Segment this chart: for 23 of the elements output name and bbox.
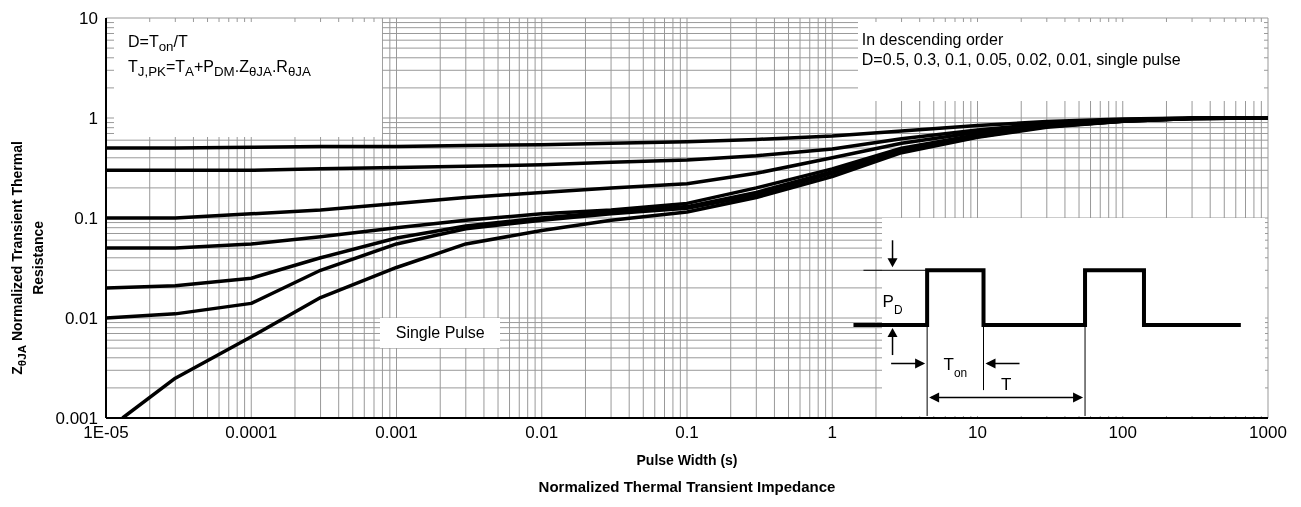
text: Normalized Thermal Transient Impedance [537, 478, 837, 495]
label-box: Single Pulse [380, 318, 501, 349]
annotation: T$_{on}$ [943, 355, 968, 381]
annotation: D=T$_{on}$/T [128, 32, 189, 57]
x-tick-label: 1 [827, 423, 837, 443]
y-tick-label: 10 [79, 9, 98, 29]
annotation: T [1000, 375, 1012, 395]
x-tick-label: 1000 [1249, 423, 1287, 443]
x-tick-label: 0.01 [525, 423, 559, 443]
y-tick-label: 1 [88, 109, 98, 129]
x-tick-label: 10 [968, 423, 987, 443]
annotation: D=0.5, 0.3, 0.1, 0.05, 0.02, 0.01, single pulse [861, 50, 1182, 70]
note-box: In descending order D=0.5, 0.3, 0.1, 0.05, 0.02, 0.01, single pulse [857, 22, 1264, 102]
x-tick-label: 0.1 [675, 423, 699, 443]
x-tick-label: 0.001 [375, 423, 418, 443]
x-tick-label: 0.0001 [225, 423, 278, 443]
formula-box: D=T$_{on}$/T T$_{J,PK}$=T$_{A}$+P$_{DM}$.Z$_{θJA}$.R$_{θJA}$ [114, 22, 383, 137]
x-tick-label: 100 [1108, 423, 1137, 443]
annotation: In descending order [861, 30, 1005, 50]
y-tick-label: 0.01 [64, 309, 98, 329]
x-axis-title: Pulse Width (s) [635, 452, 739, 468]
y-tick-label: 0.1 [74, 209, 98, 229]
annotation: P$_{D}$ [882, 291, 903, 317]
